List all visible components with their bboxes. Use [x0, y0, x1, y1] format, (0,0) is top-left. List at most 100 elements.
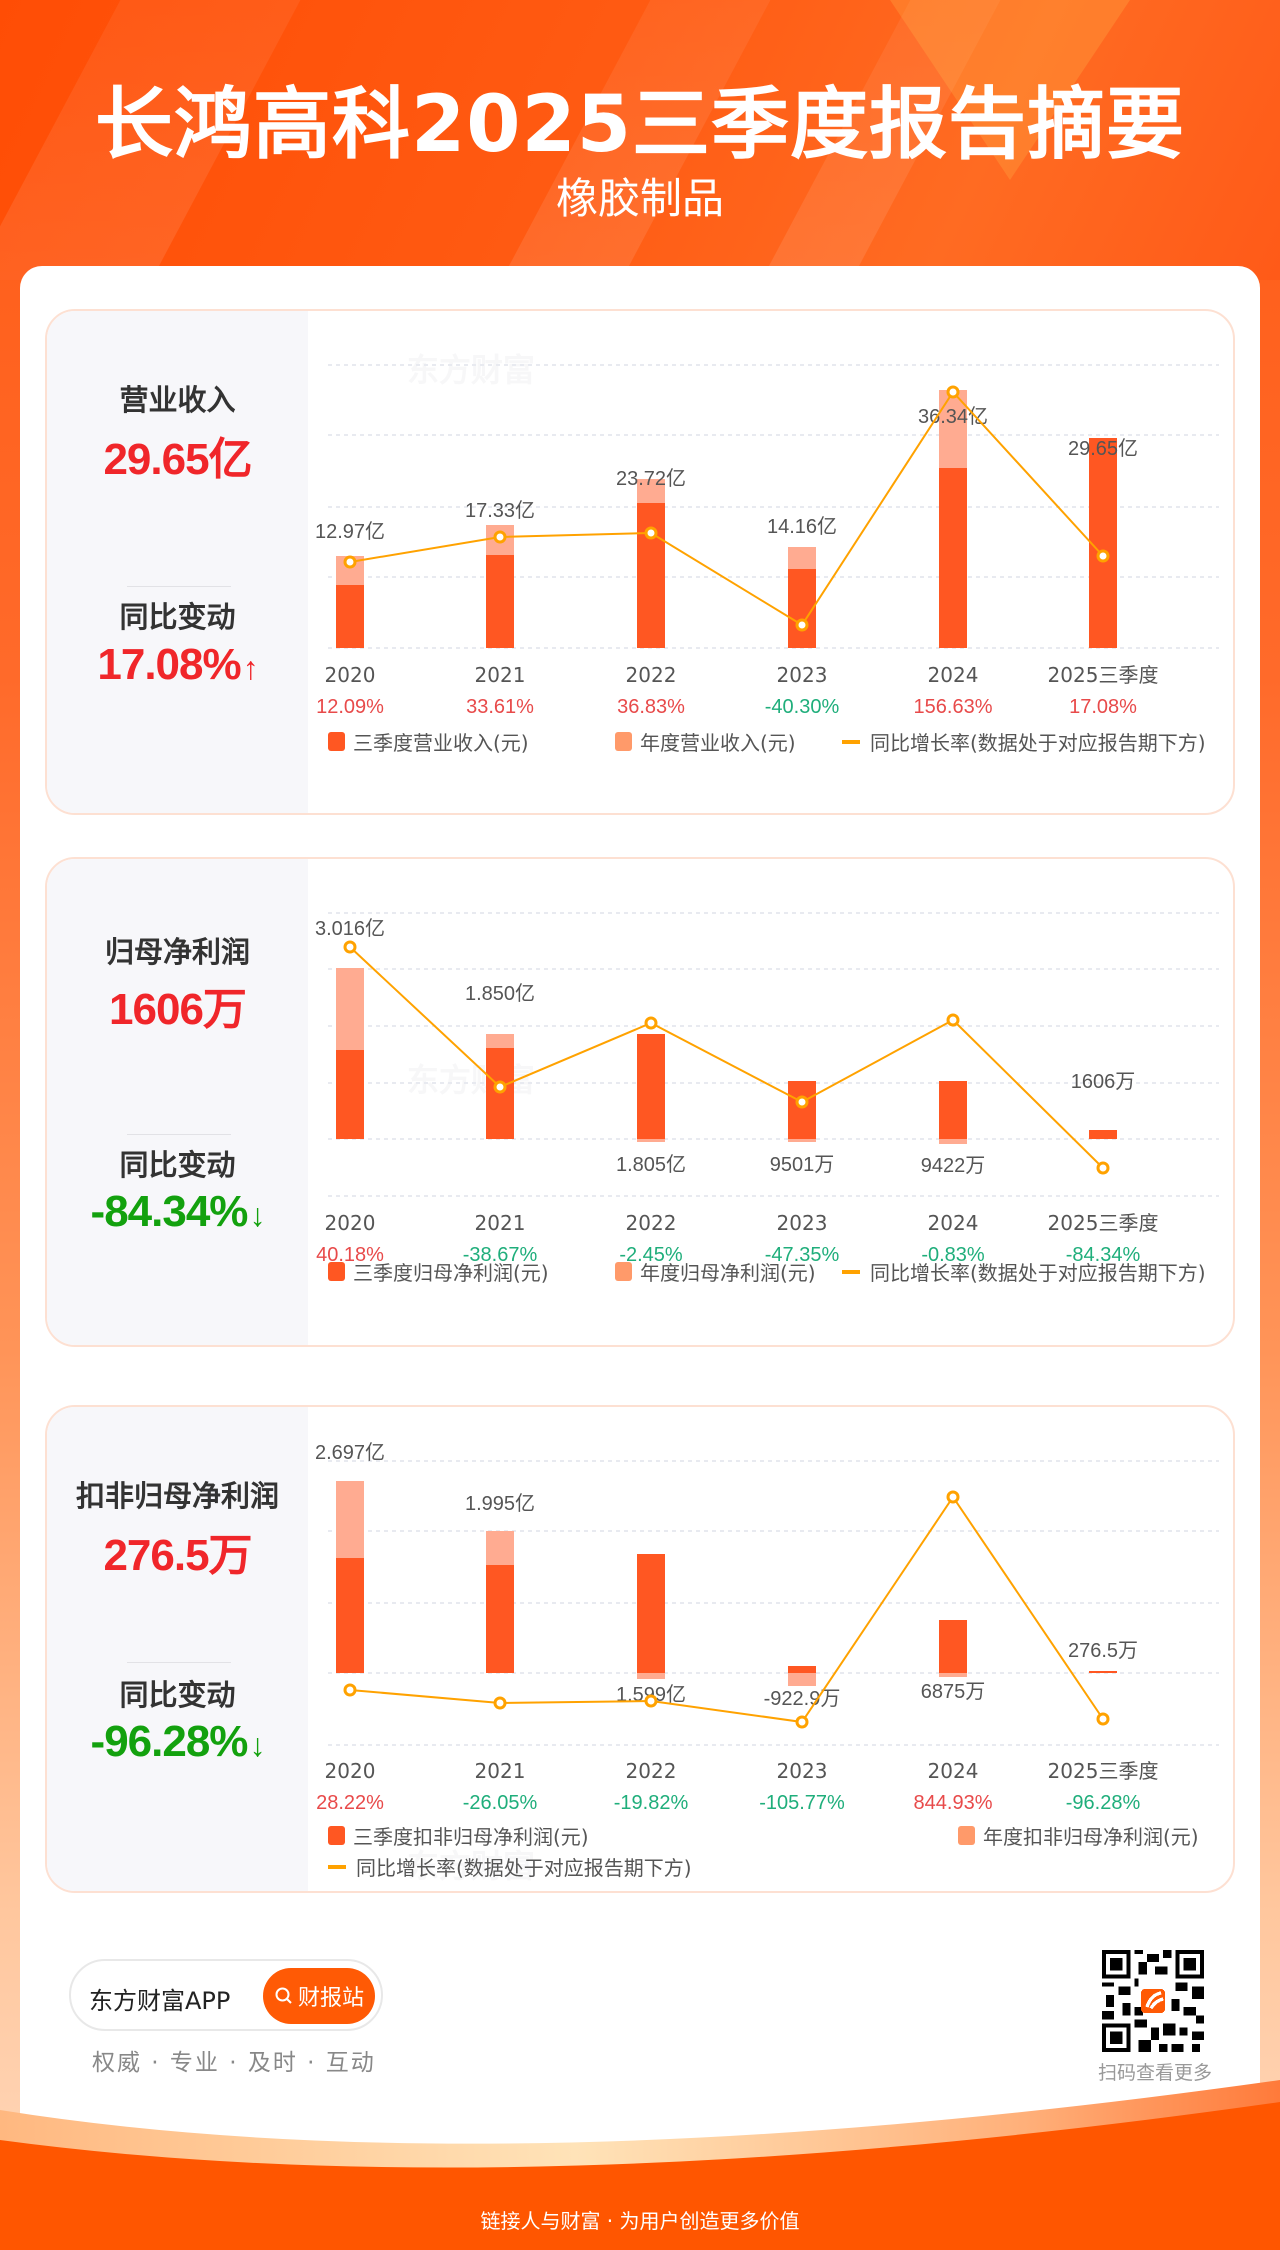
legend-label: 同比增长率(数据处于对应报告期下方) [356, 1856, 692, 1880]
watermark: 东方财富 [407, 1847, 535, 1885]
yoy-point [343, 1683, 357, 1697]
legend-item-q3[interactable]: 三季度扣非归母净利润(元) [328, 1821, 589, 1850]
decorative-triangle [890, 0, 1130, 180]
q3-bar [486, 555, 514, 648]
q3-bar [1089, 1671, 1117, 1673]
q3-bar [1089, 1130, 1117, 1139]
yoy-label: -84.34% [1066, 1244, 1141, 1266]
yoy-point [1096, 549, 1110, 563]
q3-bar [637, 1034, 665, 1139]
year-label: 2022 [626, 1759, 677, 1783]
annual-bar [637, 1139, 665, 1142]
bar-value-label: 1.805亿 [616, 1153, 686, 1176]
legend-swatch [615, 1262, 632, 1281]
metric-summary: 营业收入 29.65亿 同比变动 17.08%↑ [47, 311, 308, 813]
legend-item-line[interactable]: 同比增长率(数据处于对应报告期下方) [842, 727, 1206, 756]
year-label: 2020 [325, 1759, 376, 1783]
q3-bar [486, 1565, 514, 1673]
legend-item-line[interactable]: 同比增长率(数据处于对应报告期下方) [842, 1257, 1206, 1286]
legend-label: 年度扣非归母净利润(元) [983, 1825, 1199, 1849]
yoy-label: 33.61% [466, 696, 534, 718]
yoy-label: -26.05% [463, 1792, 538, 1814]
bar-value-label: 1.995亿 [465, 1492, 535, 1515]
yoy-point [493, 1696, 507, 1710]
legend-item-q3[interactable]: 三季度归母净利润(元) [328, 1257, 549, 1286]
yoy-point [946, 385, 960, 399]
metric-label: 营业收入 [119, 383, 236, 417]
annual-bar [788, 1673, 816, 1686]
q3-bar [637, 503, 665, 648]
legend-item-annual[interactable]: 年度归母净利润(元) [615, 1257, 816, 1286]
app-search-pill[interactable]: 东方财富APP 财报站 [69, 1959, 383, 2031]
combo-chart: 东方财富2.697亿202028.22%1.995亿2021-26.05%1.5… [315, 1441, 1219, 1885]
year-label: 2024 [928, 1759, 979, 1783]
change-value: 17.08%↑ [47, 640, 308, 690]
yoy-label: -96.28% [1066, 1792, 1141, 1814]
bar-value-label: -922.9万 [764, 1688, 841, 1710]
change-percent: -96.28% [90, 1717, 249, 1766]
yoy-point [644, 526, 658, 540]
yoy-label: -19.82% [614, 1792, 689, 1814]
yoy-point [1096, 1712, 1110, 1726]
yoy-line [349, 1495, 1104, 1724]
yoy-label: 844.93% [914, 1792, 993, 1814]
change-label: 同比变动 [119, 1678, 236, 1712]
legend-line-swatch [842, 1269, 860, 1274]
legend-label: 同比增长率(数据处于对应报告期下方) [870, 731, 1206, 755]
metric-label: 扣非归母净利润 [75, 1479, 279, 1513]
yoy-label: -38.67% [463, 1244, 538, 1266]
q3-bar [939, 468, 967, 648]
legend-swatch [328, 1826, 345, 1845]
metric-value: 276.5万 [103, 1531, 252, 1580]
arrow-down-icon: ↓ [249, 1197, 265, 1233]
yoy-point [795, 1095, 809, 1109]
year-label: 2020 [325, 663, 376, 687]
yoy-point [946, 1013, 960, 1027]
yoy-line [349, 946, 1104, 1169]
legend-item-annual[interactable]: 年度营业收入(元) [615, 727, 796, 756]
legend-item-line[interactable]: 同比增长率(数据处于对应报告期下方) [328, 1852, 692, 1881]
metric-summary: 归母净利润 1606万 同比变动 -84.34%↓ [47, 859, 308, 1345]
yoy-point [343, 555, 357, 569]
yoy-label: 12.09% [316, 696, 384, 718]
q3-bar [939, 1081, 967, 1139]
metric-card: 营业收入 29.65亿 同比变动 17.08%↑ 东方财富 12.97亿 2020 1… [45, 309, 1235, 815]
app-name: 东方财富APP [89, 1987, 231, 2015]
bar-value-label: 276.5万 [1068, 1640, 1138, 1662]
year-label: 2025三季度 [1048, 1759, 1159, 1783]
change-label: 同比变动 [119, 1148, 236, 1182]
divider [127, 1134, 231, 1135]
year-label: 2023 [777, 1759, 828, 1783]
bar-value-label: 6875万 [921, 1681, 986, 1703]
bar-value-label: 1.850亿 [465, 982, 535, 1005]
legend-swatch [328, 732, 345, 751]
metric-label: 归母净利润 [104, 935, 250, 969]
year-label: 2024 [928, 663, 979, 687]
legend-item-annual[interactable]: 年度扣非归母净利润(元) [958, 1821, 1199, 1850]
legend-item-q3[interactable]: 三季度营业收入(元) [328, 727, 529, 756]
financial-report-button[interactable]: 财报站 [263, 1968, 375, 2024]
qr-caption: 扫码查看更多 [1097, 2062, 1212, 2084]
change-percent: -84.34% [90, 1187, 249, 1236]
bar-value-label: 1606万 [1071, 1071, 1136, 1093]
bar-value-label: 29.65亿 [1068, 437, 1138, 460]
legend-label: 三季度扣非归母净利润(元) [353, 1825, 589, 1849]
qr-code[interactable] [1102, 1950, 1204, 2052]
yoy-label: -0.83% [921, 1244, 985, 1266]
yoy-label: 17.08% [1069, 696, 1137, 718]
yoy-label: -2.45% [619, 1244, 683, 1266]
year-label: 2023 [777, 663, 828, 687]
year-label: 2025三季度 [1048, 663, 1159, 687]
q3-bar [939, 1620, 967, 1673]
yoy-label: 28.22% [316, 1792, 384, 1814]
bar-value-label: 14.16亿 [767, 515, 837, 538]
combo-chart: 东方财富 12.97亿 2020 12.09% 17.33亿 2021 33.61% 23.7… [315, 351, 1219, 718]
legend-label: 同比增长率(数据处于对应报告期下方) [870, 1261, 1206, 1285]
metric-value: 1606万 [109, 985, 247, 1034]
legend-line-swatch [328, 1864, 346, 1869]
year-label: 2021 [475, 1759, 526, 1783]
slogan: 权威 · 专业 · 及时 · 互动 [92, 2050, 376, 2076]
bar-value-label: 9422万 [921, 1155, 986, 1177]
yoy-line [349, 390, 1104, 627]
q3-bar [1089, 438, 1117, 648]
